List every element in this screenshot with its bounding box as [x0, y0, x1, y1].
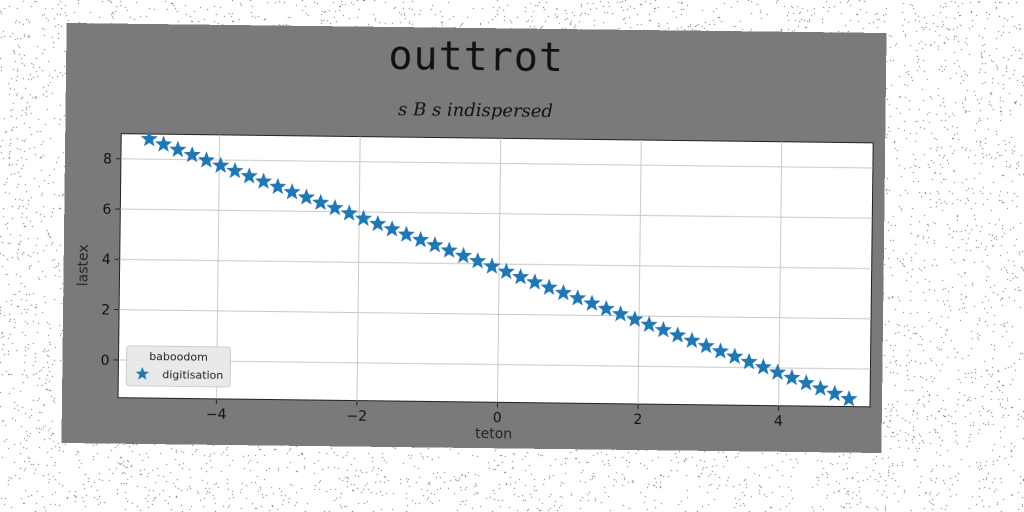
x-tick-label: 4	[774, 414, 783, 430]
data-point	[426, 236, 444, 253]
data-point	[197, 151, 216, 168]
chart-figure: outtrot s B s indispersed −4 −2 0 2 4 0 2 4 6 8 t…	[61, 23, 887, 453]
data-point	[340, 204, 358, 221]
data-point	[212, 156, 230, 173]
plot-area: −4 −2 0 2 4 0 2 4 6 8 teton lastex baboodom digit…	[75, 130, 874, 442]
data-point	[711, 342, 730, 359]
y-tick-label: 8	[103, 152, 112, 168]
ticks: −4 −2 0 2 4 0 2 4 6 8	[100, 152, 783, 430]
data-point	[840, 390, 858, 407]
data-point	[140, 130, 158, 147]
data-point	[183, 145, 201, 163]
legend-entry-digitisation: digitisation	[162, 368, 223, 382]
y-tick-label: 0	[100, 353, 109, 369]
legend-star-icon	[135, 366, 150, 380]
data-point	[683, 331, 701, 349]
data-point	[811, 379, 830, 396]
x-grid-line	[778, 141, 783, 406]
data-point	[826, 384, 844, 402]
y-grid-line	[119, 309, 872, 320]
data-point	[383, 220, 401, 237]
data-point	[169, 140, 187, 158]
data-point	[354, 209, 373, 226]
x-axis-label: teton	[475, 426, 512, 442]
legend: baboodom digitisation	[125, 345, 232, 388]
data-point	[611, 305, 630, 322]
data-point	[483, 257, 501, 274]
data-point	[640, 315, 658, 333]
data-point	[769, 363, 787, 380]
y-tick-label: 2	[101, 302, 110, 318]
legend-title: baboodom	[149, 350, 208, 364]
data-point	[369, 214, 387, 232]
x-tick-label: −2	[346, 408, 367, 424]
data-markers	[140, 130, 858, 407]
legend-box	[125, 345, 232, 388]
data-point	[740, 352, 758, 370]
data-point	[269, 177, 287, 195]
data-point	[497, 262, 515, 280]
data-point	[754, 358, 772, 375]
data-point	[783, 368, 801, 386]
data-point	[454, 246, 473, 264]
data-point	[583, 294, 601, 311]
y-axis-label: lastex	[75, 244, 92, 286]
data-point	[240, 167, 258, 184]
data-point	[326, 199, 344, 216]
y-tick-label: 6	[102, 202, 111, 218]
y-tick-label: 4	[102, 252, 111, 268]
data-point	[540, 278, 558, 295]
x-tick-label: 2	[633, 412, 642, 428]
data-point	[597, 299, 615, 317]
data-point	[569, 289, 587, 306]
data-point	[654, 321, 672, 338]
data-point	[669, 326, 687, 343]
x-grid-line	[356, 136, 361, 401]
x-grid-line	[637, 140, 642, 405]
data-point	[255, 172, 273, 189]
y-grid-line	[120, 208, 873, 219]
data-point	[797, 374, 815, 391]
data-point	[726, 347, 744, 364]
x-tick-label: −4	[206, 407, 227, 423]
data-point	[412, 230, 430, 248]
y-grid-line	[120, 158, 873, 169]
x-grid-line	[497, 138, 502, 403]
legend-marker-star	[135, 366, 150, 380]
data-point	[512, 268, 530, 285]
data-point	[697, 336, 715, 354]
data-point	[283, 183, 301, 200]
data-point	[155, 135, 173, 152]
data-point	[312, 193, 330, 211]
data-point	[554, 283, 572, 301]
data-point	[397, 225, 415, 242]
data-point	[526, 273, 544, 290]
data-point	[297, 188, 315, 205]
data-point	[626, 310, 644, 327]
data-point	[226, 161, 244, 179]
data-point	[469, 252, 487, 269]
x-tick-label: 0	[493, 410, 502, 426]
data-point	[440, 241, 458, 258]
